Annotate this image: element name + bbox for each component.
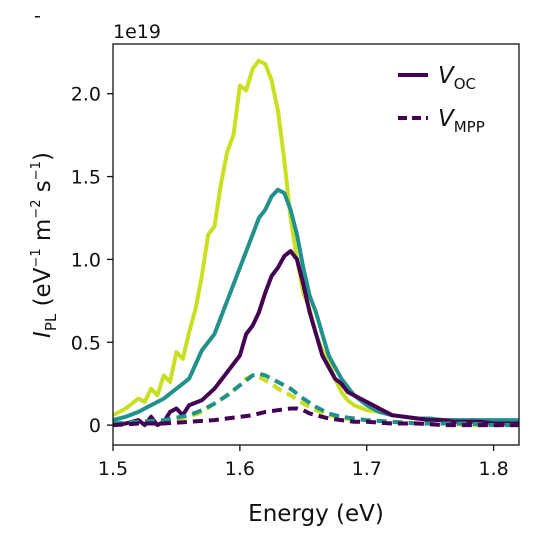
series-line-6	[113, 406, 519, 428]
x-tick-label-1: 1.6	[225, 458, 255, 480]
series-line-5	[113, 371, 519, 428]
series-layer	[113, 58, 519, 428]
y-tick-label-1: 0.5	[71, 332, 101, 354]
x-tick-label-0: 1.5	[98, 458, 128, 480]
y-tick-label-4: 2.0	[71, 84, 101, 106]
y-axis-label: IPL (eV−1 m−2 s−1)	[29, 152, 60, 338]
ticks-layer: 1.5 1.6 1.7 1.8 0 0.5 1.0 1.5 2.0	[71, 84, 509, 480]
y-tick-label-3: 1.5	[71, 167, 101, 189]
series-line-1	[113, 58, 519, 424]
x-tick-label-2: 1.7	[352, 458, 382, 480]
legend-label-vmpp: VMPP	[438, 106, 485, 136]
x-axis-label: Energy (eV)	[248, 501, 384, 527]
y-tick-label-2: 1.0	[71, 249, 101, 271]
y-tick-label-0: 0	[89, 415, 101, 437]
series-line-4	[113, 373, 519, 428]
corner-mark: -	[34, 5, 41, 27]
y-offset-text: 1e19	[113, 21, 161, 43]
series-line-3	[113, 249, 519, 428]
series-line-2	[113, 187, 519, 423]
legend: VOC VMPP	[398, 63, 485, 136]
plot-frame	[112, 43, 520, 446]
legend-label-voc: VOC	[438, 63, 476, 93]
x-tick-label-3: 1.8	[479, 458, 509, 480]
